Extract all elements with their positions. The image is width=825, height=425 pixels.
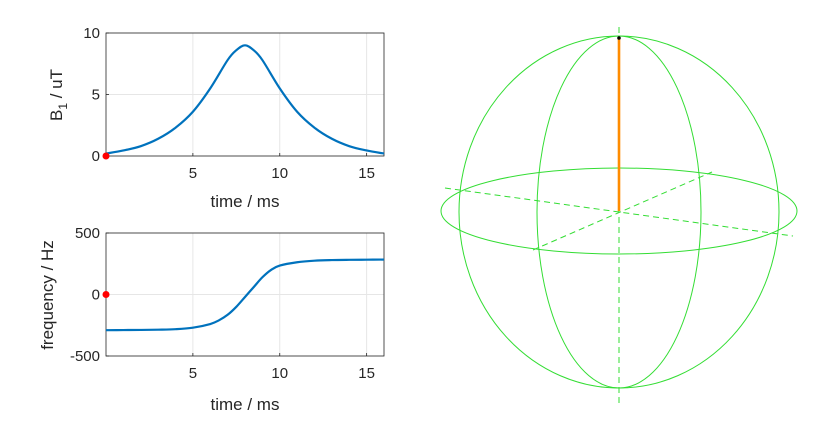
b1-xtick-label-1: 10 — [271, 165, 288, 182]
b1-ytick-label-0: 0 — [92, 148, 100, 165]
b1-xtick-label-2: 15 — [358, 165, 375, 182]
sphere-y-axis — [532, 171, 713, 251]
freq-ticks: 5 10 15 -500 0 500 — [70, 225, 375, 382]
b1-ticks: 5 10 15 0 5 10 — [83, 25, 375, 182]
freq-xtick-label-2: 15 — [358, 365, 375, 382]
freq-xtick-label-1: 10 — [271, 365, 288, 382]
b1-xtick-label-0: 5 — [189, 165, 197, 182]
b1-plot: 5 10 15 0 5 10 time / ms B1 / uT — [47, 25, 385, 211]
b1-ytick-label-1: 5 — [92, 87, 100, 104]
freq-grid — [106, 232, 384, 357]
b1-y-label-subscript: 1 — [56, 103, 70, 110]
freq-y-axis-label: frequency / Hz — [38, 240, 57, 350]
b1-x-axis-label: time / ms — [211, 192, 280, 211]
freq-ytick-label-0: -500 — [70, 348, 100, 365]
b1-current-marker — [102, 152, 110, 160]
freq-xtick-label-0: 5 — [189, 365, 197, 382]
b1-y-label-main: B — [47, 110, 66, 121]
frequency-plot: 5 10 15 -500 0 500 time / ms frequency / Hz — [38, 225, 385, 414]
frequency-sweep-line — [105, 258, 385, 332]
b1-ytick-label-2: 10 — [83, 25, 100, 42]
b1-y-label-rest: / uT — [47, 69, 66, 103]
bloch-sphere — [440, 27, 798, 405]
b1-grid — [106, 32, 384, 157]
b1-pulse-line — [105, 44, 385, 155]
freq-ytick-label-2: 500 — [75, 225, 100, 242]
freq-ytick-label-1: 0 — [92, 287, 100, 304]
b1-y-axis-label: B1 / uT — [47, 69, 70, 121]
freq-x-axis-label: time / ms — [211, 395, 280, 414]
vector-tip — [617, 36, 621, 40]
sphere-meridian-front — [536, 35, 702, 389]
freq-current-marker — [102, 291, 110, 298]
